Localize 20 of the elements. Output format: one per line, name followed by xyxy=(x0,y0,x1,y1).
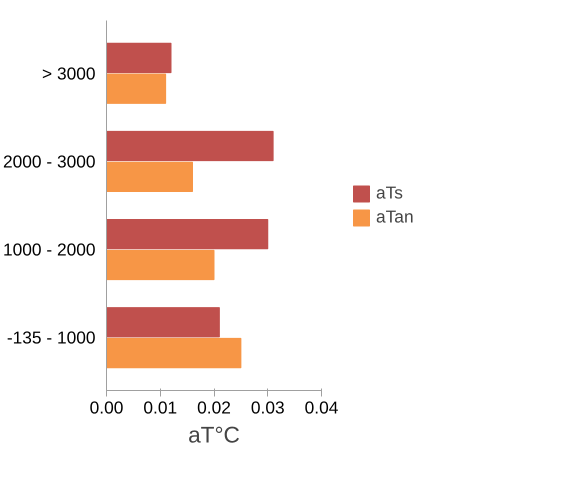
x-tick-label: 0.00 xyxy=(90,398,124,418)
y-tick-label: 2000 - 3000 xyxy=(3,151,96,172)
bar xyxy=(106,74,166,104)
x-tick-label: 0.03 xyxy=(250,398,285,418)
x-tick-label: 0.04 xyxy=(304,398,339,418)
x-tick-label: 0.02 xyxy=(197,398,231,418)
x-axis-title: aT°C xyxy=(188,422,240,448)
legend-label: aTs xyxy=(376,182,403,204)
y-tick-label: -135 - 1000 xyxy=(6,328,96,348)
bar xyxy=(106,250,214,280)
x-tick-label: 0.01 xyxy=(143,398,178,418)
bar xyxy=(106,218,268,250)
bar xyxy=(106,338,242,368)
bar xyxy=(106,130,274,162)
bar xyxy=(106,162,193,192)
y-tick-label: 1000 - 2000 xyxy=(3,240,96,260)
y-tick-label: > 3000 xyxy=(42,63,96,84)
bar xyxy=(106,42,172,74)
legend-label: aTan xyxy=(376,206,414,228)
bar xyxy=(106,307,220,338)
